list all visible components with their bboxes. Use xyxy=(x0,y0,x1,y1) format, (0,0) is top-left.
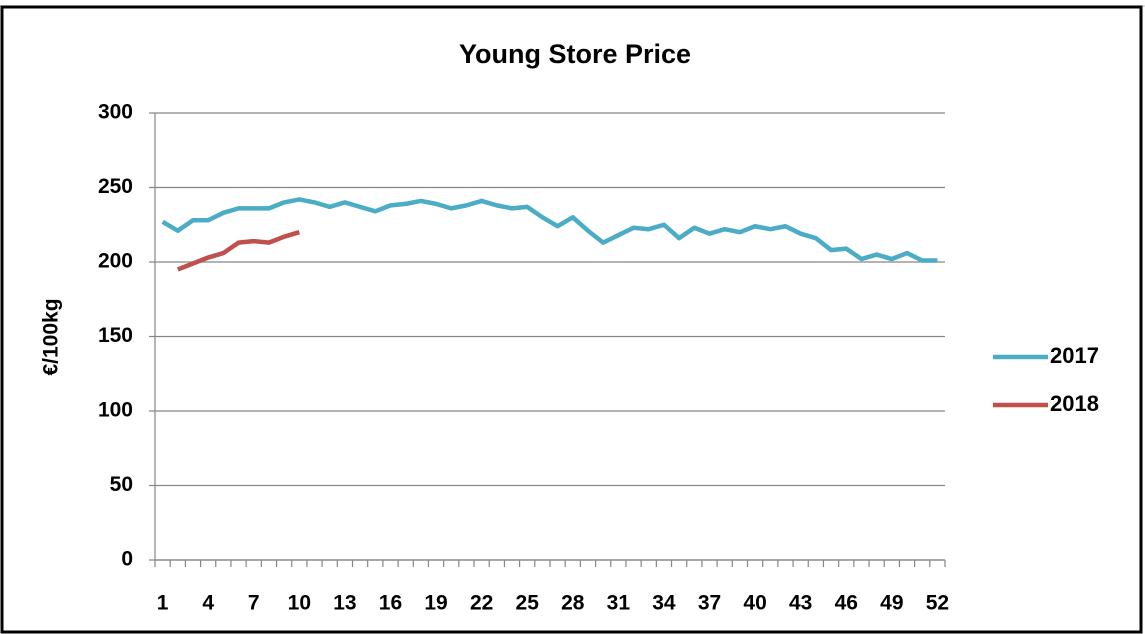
y-tick-label: 100 xyxy=(98,399,133,422)
series-line xyxy=(176,230,300,272)
x-tick-label: 25 xyxy=(516,592,540,615)
x-tick-label: 10 xyxy=(288,592,311,615)
x-tick-label: 1 xyxy=(157,592,169,615)
legend-label: 2018 xyxy=(1050,391,1099,416)
x-tick-label: 22 xyxy=(470,592,493,615)
x-tick-label: 52 xyxy=(926,592,949,615)
y-axis-label: €/100kg xyxy=(40,298,63,375)
y-tick-label: 250 xyxy=(98,175,133,198)
x-tick-label: 46 xyxy=(835,592,858,615)
y-tick-label: 300 xyxy=(98,101,133,124)
series-line xyxy=(161,197,938,263)
y-tick-label: 50 xyxy=(110,473,133,496)
x-tick-label: 43 xyxy=(789,592,812,615)
legend-label: 2017 xyxy=(1050,343,1099,368)
x-tick-label: 4 xyxy=(202,592,214,615)
x-tick-label: 40 xyxy=(743,592,766,615)
x-tick-label: 34 xyxy=(652,592,676,615)
x-tick-label: 28 xyxy=(561,592,585,615)
y-tick-label: 200 xyxy=(98,250,133,273)
x-tick-label: 37 xyxy=(698,592,721,615)
chart-frame xyxy=(0,5,1143,634)
chart-title: Young Store Price xyxy=(459,39,691,69)
x-tick-label: 13 xyxy=(333,592,356,615)
x-tick-label: 49 xyxy=(880,592,903,615)
x-tick-label: 19 xyxy=(424,592,447,615)
y-tick-label: 150 xyxy=(98,324,133,347)
x-tick-label: 16 xyxy=(379,592,402,615)
y-tick-label: 0 xyxy=(121,548,133,571)
x-tick-label: 31 xyxy=(607,592,631,615)
x-tick-label: 7 xyxy=(248,592,260,615)
